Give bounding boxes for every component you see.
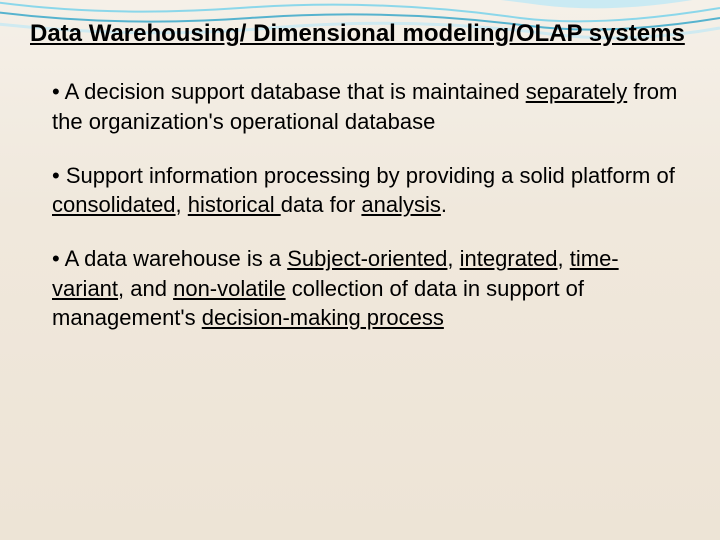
slide-title: Data Warehousing/ Dimensional modeling/O… xyxy=(30,18,690,49)
bullet-item-1: • A decision support database that is ma… xyxy=(52,77,690,136)
underlined-term: analysis xyxy=(361,192,440,217)
bullet-text: , xyxy=(447,246,459,271)
underlined-term: Subject-oriented xyxy=(287,246,447,271)
bullet-text: • A data warehouse is a xyxy=(52,246,287,271)
bullet-text: , xyxy=(558,246,570,271)
bullet-text: • Support information processing by prov… xyxy=(52,163,675,188)
bullet-text: . xyxy=(441,192,447,217)
underlined-term: historical xyxy=(188,192,281,217)
bullet-item-2: • Support information processing by prov… xyxy=(52,161,690,220)
bullet-text: data for xyxy=(281,192,362,217)
bullet-item-3: • A data warehouse is a Subject-oriented… xyxy=(52,244,690,333)
underlined-term: non-volatile xyxy=(173,276,286,301)
bullet-text: , and xyxy=(118,276,173,301)
underlined-term: separately xyxy=(526,79,628,104)
underlined-term: consolidated xyxy=(52,192,176,217)
underlined-term: decision-making process xyxy=(202,305,444,330)
underlined-term: integrated xyxy=(460,246,558,271)
bullet-text: • A decision support database that is ma… xyxy=(52,79,526,104)
slide-content: Data Warehousing/ Dimensional modeling/O… xyxy=(0,0,720,377)
bullet-text: , xyxy=(176,192,188,217)
